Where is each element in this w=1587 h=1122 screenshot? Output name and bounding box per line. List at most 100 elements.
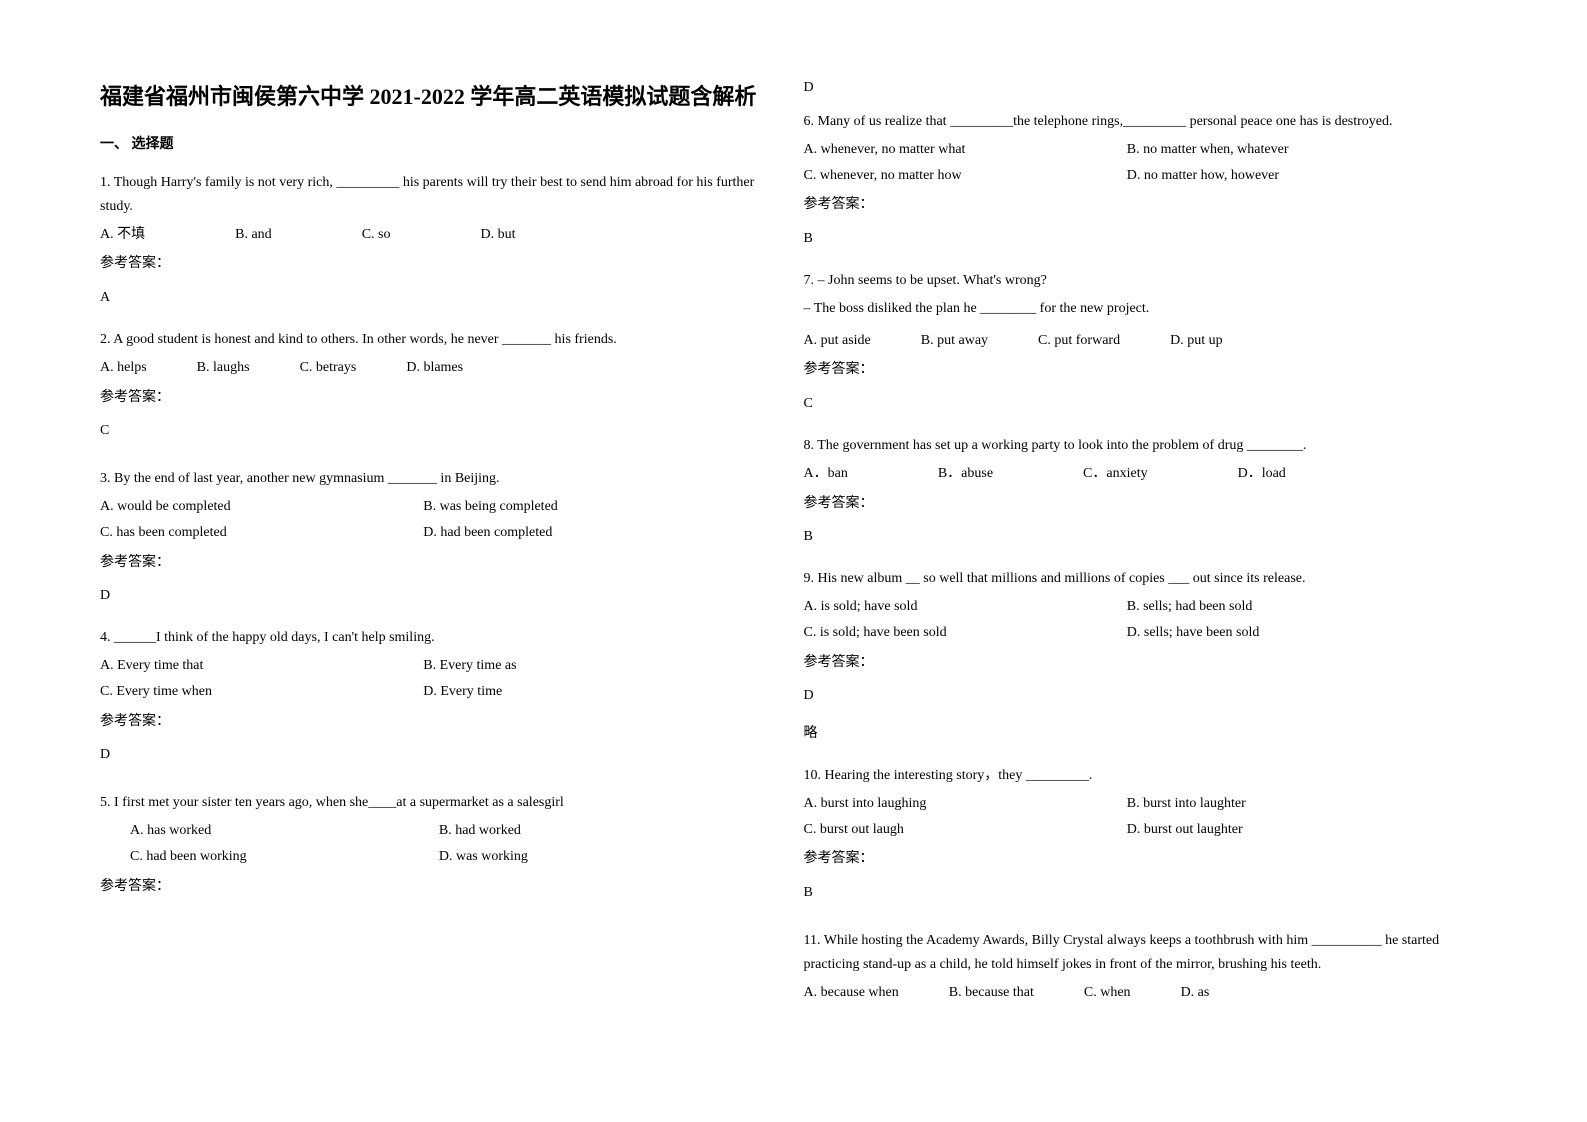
question: 11. While hosting the Academy Awards, Bi… — [804, 929, 1478, 1006]
questions-right: 6. Many of us realize that _________the … — [804, 110, 1478, 1006]
option: A．ban — [804, 462, 848, 486]
options: A. is sold; have soldB. sells; had been … — [804, 595, 1478, 647]
answer-value: D — [804, 684, 1478, 708]
option: C. Every time when — [100, 680, 423, 704]
option: B. burst into laughter — [1127, 792, 1450, 816]
option: B. Every time as — [423, 654, 746, 678]
answer-label: 参考答案： — [100, 551, 774, 575]
questions-left: 1. Though Harry's family is not very ric… — [100, 171, 774, 898]
question: 9. His new album __ so well that million… — [804, 567, 1478, 746]
option: A. has worked — [130, 819, 439, 843]
option: B. was being completed — [423, 495, 746, 519]
option: D. had been completed — [423, 521, 746, 545]
answer-value: C — [804, 392, 1478, 416]
question-text: 7. – John seems to be upset. What's wron… — [804, 269, 1478, 293]
question: 1. Though Harry's family is not very ric… — [100, 171, 774, 310]
answer-label: 参考答案： — [100, 710, 774, 734]
question-text: 4. ______I think of the happy old days, … — [100, 626, 774, 650]
option: D. but — [480, 223, 515, 247]
option: D. burst out laughter — [1127, 818, 1450, 842]
answer-label: 参考答案： — [804, 193, 1478, 217]
question-text: 8. The government has set up a working p… — [804, 434, 1478, 458]
options: A. Every time thatB. Every time asC. Eve… — [100, 654, 774, 706]
section-header: 一、 选择题 — [100, 133, 774, 153]
option: D. Every time — [423, 680, 746, 704]
option: D. put up — [1170, 329, 1223, 353]
answer-label: 参考答案： — [100, 252, 774, 276]
option: A. helps — [100, 356, 147, 380]
answer-value: B — [804, 227, 1478, 251]
options: A．ban B．abuse C．anxiety D．load — [804, 462, 1478, 488]
answer-label: 参考答案： — [804, 358, 1478, 382]
options: A. would be completedB. was being comple… — [100, 495, 774, 547]
question-text: 10. Hearing the interesting story，they _… — [804, 764, 1478, 788]
option: C. has been completed — [100, 521, 423, 545]
question: 6. Many of us realize that _________the … — [804, 110, 1478, 251]
option: B. had worked — [439, 819, 748, 843]
answer-label: 参考答案： — [804, 847, 1478, 871]
option: B．abuse — [938, 462, 993, 486]
question-text: 2. A good student is honest and kind to … — [100, 328, 774, 352]
answer-value: D — [100, 743, 774, 767]
question-text: 3. By the end of last year, another new … — [100, 467, 774, 491]
option: A. put aside — [804, 329, 871, 353]
question: 4. ______I think of the happy old days, … — [100, 626, 774, 767]
option: C. when — [1084, 981, 1131, 1005]
answer-value: D — [100, 584, 774, 608]
option: D. as — [1181, 981, 1210, 1005]
option: A. Every time that — [100, 654, 423, 678]
question: 2. A good student is honest and kind to … — [100, 328, 774, 443]
option: B. put away — [921, 329, 988, 353]
question-text: 11. While hosting the Academy Awards, Bi… — [804, 929, 1478, 977]
option: C. put forward — [1038, 329, 1120, 353]
option: C. so — [362, 223, 391, 247]
answer-label: 参考答案： — [100, 386, 774, 410]
answer-label: 参考答案： — [804, 651, 1478, 675]
option: D. no matter how, however — [1127, 164, 1450, 188]
option: A. would be completed — [100, 495, 423, 519]
question: 7. – John seems to be upset. What's wron… — [804, 269, 1478, 416]
option: D. sells; have been sold — [1127, 621, 1450, 645]
answer-prev: D — [804, 80, 1478, 96]
option: A. whenever, no matter what — [804, 138, 1127, 162]
page-title: 福建省福州市闽侯第六中学 2021-2022 学年高二英语模拟试题含解析 — [100, 80, 774, 113]
answer-value: A — [100, 286, 774, 310]
option: C．anxiety — [1083, 462, 1148, 486]
option: C. had been working — [130, 845, 439, 869]
option: B. no matter when, whatever — [1127, 138, 1450, 162]
answer-label: 参考答案： — [804, 492, 1478, 516]
question: 5. I first met your sister ten years ago… — [100, 791, 774, 898]
options: A. burst into laughingB. burst into laug… — [804, 792, 1478, 844]
question-text: 9. His new album __ so well that million… — [804, 567, 1478, 591]
option: D. was working — [439, 845, 748, 869]
answer-note: 略 — [804, 722, 1478, 746]
options: A. put aside B. put away C. put forward D. … — [804, 329, 1478, 355]
right-column: D 6. Many of us realize that _________th… — [804, 80, 1508, 1082]
option: A. is sold; have sold — [804, 595, 1127, 619]
answer-value: C — [100, 419, 774, 443]
option: B. laughs — [197, 356, 250, 380]
option: D. blames — [406, 356, 463, 380]
option: A. burst into laughing — [804, 792, 1127, 816]
options: A. because when B. because that C. when D. … — [804, 981, 1478, 1007]
question-text-2: – The boss disliked the plan he ________… — [804, 297, 1478, 321]
option: C. burst out laugh — [804, 818, 1127, 842]
option: B. sells; had been sold — [1127, 595, 1450, 619]
options: A. whenever, no matter whatB. no matter … — [804, 138, 1478, 190]
question-text: 1. Though Harry's family is not very ric… — [100, 171, 774, 219]
option: B. because that — [949, 981, 1034, 1005]
answer-value: B — [804, 525, 1478, 549]
question-text: 5. I first met your sister ten years ago… — [100, 791, 774, 815]
question: 3. By the end of last year, another new … — [100, 467, 774, 608]
option: A. because when — [804, 981, 899, 1005]
option: C. betrays — [300, 356, 357, 380]
option: D．load — [1238, 462, 1286, 486]
option: A. 不填 — [100, 223, 145, 247]
question: 10. Hearing the interesting story，they _… — [804, 764, 1478, 905]
option: B. and — [235, 223, 272, 247]
answer-value: B — [804, 881, 1478, 905]
options: A. has workedB. had workedC. had been wo… — [100, 819, 774, 871]
option: C. whenever, no matter how — [804, 164, 1127, 188]
options: A. helps B. laughs C. betrays D. blames — [100, 356, 774, 382]
answer-label: 参考答案： — [100, 875, 774, 899]
